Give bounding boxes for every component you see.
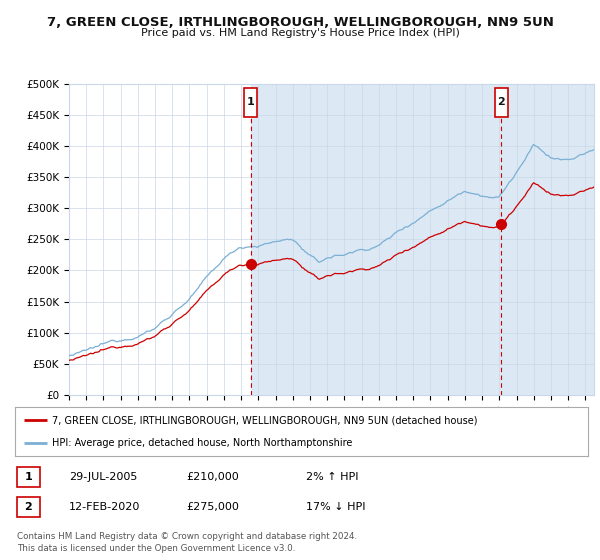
Text: 1: 1 (25, 472, 32, 482)
FancyBboxPatch shape (495, 88, 508, 116)
Bar (251, 84, 594, 395)
Text: 1: 1 (247, 97, 255, 108)
Text: £210,000: £210,000 (186, 472, 239, 482)
Text: 2% ↑ HPI: 2% ↑ HPI (306, 472, 359, 482)
Text: 2: 2 (25, 502, 32, 512)
Text: Price paid vs. HM Land Registry's House Price Index (HPI): Price paid vs. HM Land Registry's House … (140, 28, 460, 38)
FancyBboxPatch shape (244, 88, 257, 116)
Text: 2: 2 (497, 97, 505, 108)
Text: 12-FEB-2020: 12-FEB-2020 (69, 502, 140, 512)
Text: HPI: Average price, detached house, North Northamptonshire: HPI: Average price, detached house, Nort… (52, 438, 353, 448)
Text: Contains HM Land Registry data © Crown copyright and database right 2024.
This d: Contains HM Land Registry data © Crown c… (17, 532, 357, 553)
Text: 7, GREEN CLOSE, IRTHLINGBOROUGH, WELLINGBOROUGH, NN9 5UN (detached house): 7, GREEN CLOSE, IRTHLINGBOROUGH, WELLING… (52, 416, 478, 426)
Text: 29-JUL-2005: 29-JUL-2005 (69, 472, 137, 482)
Text: 17% ↓ HPI: 17% ↓ HPI (306, 502, 365, 512)
Text: £275,000: £275,000 (186, 502, 239, 512)
Text: 7, GREEN CLOSE, IRTHLINGBOROUGH, WELLINGBOROUGH, NN9 5UN: 7, GREEN CLOSE, IRTHLINGBOROUGH, WELLING… (47, 16, 553, 29)
